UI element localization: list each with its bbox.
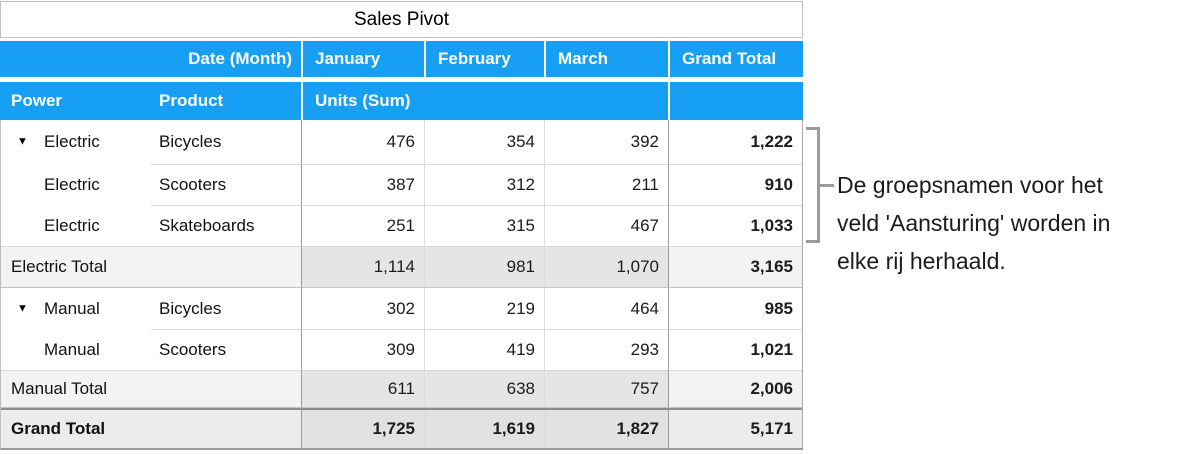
value-cell-january[interactable]: 309 [301,330,424,371]
subtotal-cell-january[interactable]: 1,114 [301,247,424,288]
grand-total-cell-grand-total[interactable]: 5,171 [668,410,802,448]
table-row-electric-skateboards: Electric Skateboards 251 315 467 1,033 [1,206,802,247]
product-cell[interactable]: Bicycles [151,120,301,165]
subtotal-cell-march[interactable]: 1,070 [544,247,668,288]
subtotal-cell-march[interactable]: 757 [544,371,668,408]
header-power-product[interactable]: Power Product [0,82,301,120]
subtotal-label-cell[interactable]: Electric Total [1,247,301,288]
power-cell[interactable]: Manual [1,330,151,371]
value-cell-february[interactable]: 312 [424,165,544,206]
header-power[interactable]: Power [11,91,63,110]
callout-bracket-tick [820,184,834,187]
grand-total-label-cell[interactable]: Grand Total [1,410,301,448]
value-cell-january[interactable]: 251 [301,206,424,247]
table-body: ▼ Electric Bicycles 476 354 392 1,222 El… [0,120,803,450]
header-units-sum[interactable]: Units (Sum) [303,82,668,120]
value-cell-march[interactable]: 293 [544,330,668,371]
value-cell-march[interactable]: 392 [544,120,668,165]
value-cell-february[interactable]: 315 [424,206,544,247]
annotation-line: veld 'Aansturing' worden in [837,210,1111,236]
disclosure-triangle-icon[interactable]: ▼ [17,135,28,148]
header-january[interactable]: January [303,41,424,77]
header-february[interactable]: February [426,41,544,77]
annotation-line: elke rij herhaald. [837,248,1006,274]
value-cell-february[interactable]: 219 [424,288,544,330]
subtotal-cell-january[interactable]: 611 [301,371,424,408]
table-row-grand-total: Grand Total 1,725 1,619 1,827 5,171 [1,408,802,448]
disclosure-triangle-icon[interactable]: ▼ [17,302,28,314]
power-cell[interactable]: Electric [1,206,151,247]
value-cell-march[interactable]: 211 [544,165,668,206]
power-label: Electric [44,216,100,235]
value-cell-january[interactable]: 476 [301,120,424,165]
table-row-electric-bicycles: ▼ Electric Bicycles 476 354 392 1,222 [1,120,802,165]
power-label: Manual [44,298,100,318]
power-label: Electric [44,132,100,151]
power-cell[interactable]: ▼ Electric [1,120,151,165]
power-cell[interactable]: ▼ Manual [1,288,151,330]
subtotal-label-cell[interactable]: Manual Total [1,371,301,408]
value-cell-grand-total[interactable]: 910 [668,165,802,206]
header-grand-total-blank[interactable] [670,82,803,120]
power-label: Electric [44,175,100,194]
pivot-table: Sales Pivot Date (Month) January Februar… [0,1,803,450]
table-row-electric-total: Electric Total 1,114 981 1,070 3,165 [1,247,802,288]
header-grand-total[interactable]: Grand Total [670,41,803,77]
value-cell-grand-total[interactable]: 1,021 [668,330,802,371]
header-march[interactable]: March [546,41,668,77]
product-cell[interactable]: Skateboards [151,206,301,247]
field-header-row: Power Product Units (Sum) [0,82,803,120]
value-cell-february[interactable]: 419 [424,330,544,371]
grand-total-cell-january[interactable]: 1,725 [301,410,424,448]
table-row-electric-scooters: Electric Scooters 387 312 211 910 [1,165,802,206]
subtotal-cell-grand-total[interactable]: 2,006 [668,371,802,408]
value-cell-grand-total[interactable]: 1,222 [668,120,802,165]
value-cell-march[interactable]: 464 [544,288,668,330]
power-cell[interactable]: Electric [1,165,151,206]
table-row-manual-scooters: Manual Scooters 309 419 293 1,021 [1,330,802,371]
subtotal-cell-february[interactable]: 638 [424,371,544,408]
grand-total-cell-february[interactable]: 1,619 [424,410,544,448]
product-cell[interactable]: Scooters [151,330,301,371]
annotation-text: De groepsnamen voor het veld 'Aansturing… [837,166,1110,280]
value-cell-grand-total[interactable]: 1,033 [668,206,802,247]
value-cell-march[interactable]: 467 [544,206,668,247]
product-cell[interactable]: Bicycles [151,288,301,330]
table-row-manual-total: Manual Total 611 638 757 2,006 [1,371,802,408]
subtotal-cell-grand-total[interactable]: 3,165 [668,247,802,288]
table-row-manual-bicycles: ▼ Manual Bicycles 302 219 464 985 [1,288,802,330]
power-label: Manual [44,340,100,359]
grand-total-cell-march[interactable]: 1,827 [544,410,668,448]
callout-bracket [806,127,820,243]
table-title[interactable]: Sales Pivot [0,1,803,38]
product-cell[interactable]: Scooters [151,165,301,206]
column-header-row: Date (Month) January February March Gran… [0,41,803,77]
value-cell-january[interactable]: 302 [301,288,424,330]
annotation-line: De groepsnamen voor het [837,172,1103,198]
subtotal-cell-february[interactable]: 981 [424,247,544,288]
value-cell-january[interactable]: 387 [301,165,424,206]
value-cell-february[interactable]: 354 [424,120,544,165]
header-date-month[interactable]: Date (Month) [0,41,301,77]
header-product[interactable]: Product [159,91,224,110]
value-cell-grand-total[interactable]: 985 [668,288,802,330]
